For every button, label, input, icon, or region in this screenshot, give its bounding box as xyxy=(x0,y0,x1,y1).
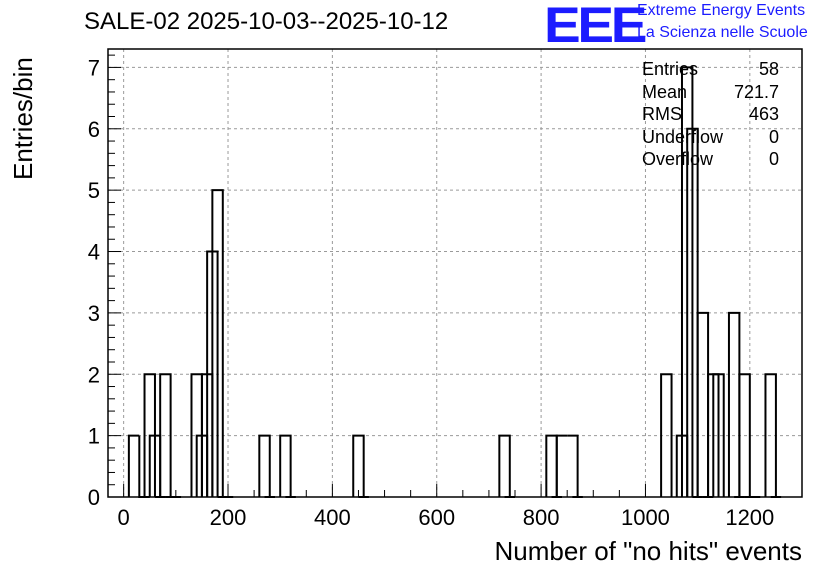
histogram-bin xyxy=(727,311,741,497)
histogram-bin xyxy=(738,373,751,497)
y-tick-label: 0 xyxy=(88,485,100,510)
x-tick-label: 800 xyxy=(523,505,560,530)
x-tick-label: 1000 xyxy=(621,505,670,530)
histogram-bin xyxy=(567,434,579,497)
histogram-bin xyxy=(696,311,710,497)
y-tick-label: 7 xyxy=(88,55,100,80)
stats-rms-label: RMS xyxy=(642,104,682,124)
stats-overflow-value: 0 xyxy=(768,149,779,169)
stats-mean-label: Mean xyxy=(642,81,688,102)
histogram-bin xyxy=(258,434,271,497)
stats-overflow-label: Overflow xyxy=(642,149,714,169)
logo-subtitle-line1: Extreme Energy Events xyxy=(637,2,806,19)
x-tick-label: 600 xyxy=(418,505,455,530)
stats-row-entries: Entries 58 xyxy=(642,58,779,81)
y-tick-label: 4 xyxy=(88,240,100,265)
y-tick-label: 6 xyxy=(88,117,100,142)
histogram-bin xyxy=(352,434,365,497)
plot-frame xyxy=(107,48,803,498)
x-tick-label: 0 xyxy=(118,505,130,530)
y-tick-label: 2 xyxy=(88,362,100,387)
stats-row-mean: Mean 721.7 xyxy=(642,81,779,104)
y-tick-label: 1 xyxy=(88,424,100,449)
x-tick-label: 200 xyxy=(210,505,247,530)
stats-rms-value: 463 xyxy=(748,104,779,124)
stats-entries-value: 58 xyxy=(758,59,779,79)
stats-underflow-value: 0 xyxy=(768,126,779,147)
stats-row-rms: RMS 463 xyxy=(642,103,779,126)
stats-box: Entries 58 Mean 721.7 RMS 463 Underflow … xyxy=(642,58,779,171)
stats-row-overflow: Overflow 0 xyxy=(642,148,779,171)
stats-row-underflow: Underflow 0 xyxy=(642,126,779,149)
stats-mean-value: 721.7 xyxy=(733,81,779,102)
x-tick-label: 1200 xyxy=(725,505,774,530)
histogram-bin xyxy=(680,66,694,497)
logo-subtitle-line2: La Scienza nelle Scuole xyxy=(637,24,808,41)
eee-logo: EEE xyxy=(544,0,647,53)
histogram-bin xyxy=(498,434,511,497)
histogram-bin xyxy=(127,434,140,497)
chart-title: SALE-02 2025-10-03--2025-10-12 xyxy=(84,8,449,35)
histogram-bin xyxy=(660,373,673,497)
histogram-bin xyxy=(555,434,568,497)
x-tick-label: 400 xyxy=(314,505,351,530)
x-axis-label: Number of "no hits" events xyxy=(494,536,803,566)
histogram-bin xyxy=(712,373,725,497)
histogram-bin xyxy=(159,373,172,497)
stats-underflow-label: Underflow xyxy=(642,126,724,147)
histogram-bin xyxy=(279,434,292,497)
histogram-bin xyxy=(211,189,224,497)
histogram-bin xyxy=(545,434,558,497)
y-tick-label: 5 xyxy=(88,178,100,203)
y-axis-label: Entries/bin xyxy=(8,57,38,180)
histogram-bin xyxy=(764,373,777,497)
y-tick-label: 3 xyxy=(88,301,100,326)
stats-entries-label: Entries xyxy=(642,59,699,79)
